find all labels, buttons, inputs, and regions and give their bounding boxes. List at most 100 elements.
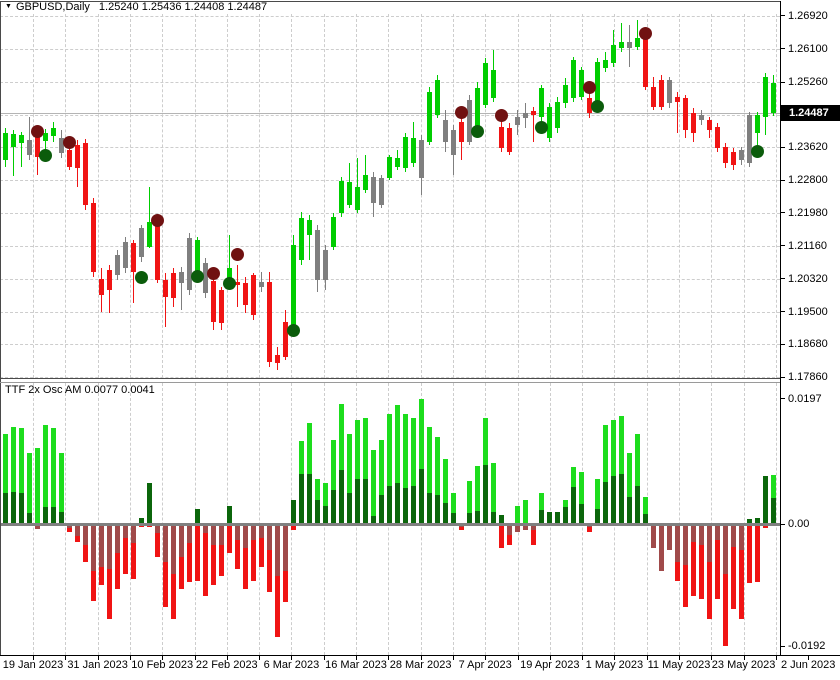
osc-signal-bar xyxy=(363,479,368,525)
candle-wick xyxy=(365,155,366,193)
gridline-horizontal xyxy=(0,147,780,149)
osc-signal-bar xyxy=(291,500,296,525)
osc-axis-label: 0.0197 xyxy=(788,392,822,405)
bid-price-line xyxy=(0,113,780,114)
gridline-vertical xyxy=(582,14,584,378)
gridline-vertical xyxy=(388,14,390,378)
ohlc-values-label: 1.25240 1.25436 1.24408 1.24487 xyxy=(98,1,268,13)
time-axis-tick xyxy=(356,656,357,660)
osc-main-bar xyxy=(635,433,640,525)
gridline-vertical xyxy=(97,383,99,655)
osc-signal-bar xyxy=(91,524,96,572)
price-axis-label: 1.25260 xyxy=(788,76,828,89)
candle-body xyxy=(627,41,632,48)
osc-main-bar xyxy=(459,524,464,530)
osc-signal-bar xyxy=(771,497,776,525)
osc-main-bar xyxy=(107,524,112,619)
osc-signal-bar xyxy=(675,524,680,563)
candle-body xyxy=(67,149,72,167)
candle-body xyxy=(339,180,344,213)
time-axis-tick xyxy=(452,656,454,660)
gridline-horizontal xyxy=(0,180,780,182)
candle-body xyxy=(11,133,16,147)
candle-body xyxy=(19,135,24,143)
candle-body xyxy=(267,282,272,362)
candle-body xyxy=(139,227,144,257)
gridline-vertical xyxy=(679,383,680,655)
time-axis-label: 1 May 2023 xyxy=(585,659,644,671)
osc-signal-bar xyxy=(187,524,192,543)
time-axis-label: 31 Jan 2023 xyxy=(67,659,128,671)
price-axis-tick xyxy=(781,278,785,280)
osc-main-bar xyxy=(51,428,56,525)
osc-main-bar xyxy=(27,452,32,525)
time-axis-label: 2 Jun 2023 xyxy=(780,659,836,671)
osc-main-bar xyxy=(363,417,368,525)
price-axis-tick xyxy=(781,146,785,148)
osc-signal-bar xyxy=(571,487,576,525)
candle-wick xyxy=(149,187,150,248)
osc-main-bar xyxy=(611,419,616,525)
price-axis-tick xyxy=(781,15,785,17)
osc-main-bar xyxy=(763,524,768,529)
osc-main-bar xyxy=(179,524,184,589)
osc-signal-bar xyxy=(163,524,168,563)
osc-axis-label: -0.0192 xyxy=(788,640,826,653)
osc-main-bar xyxy=(467,480,472,525)
candle-body xyxy=(555,102,560,128)
osc-main-bar xyxy=(123,524,128,575)
panel-separator xyxy=(0,378,781,379)
osc-main-bar xyxy=(451,493,456,525)
gridline-vertical xyxy=(711,383,713,655)
candle-body xyxy=(299,217,304,260)
osc-signal-bar xyxy=(595,508,600,525)
candle-body xyxy=(539,87,544,117)
candle-body xyxy=(523,112,528,118)
osc-signal-bar xyxy=(51,507,56,525)
osc-main-bar xyxy=(419,398,424,525)
osc-main-bar xyxy=(443,459,448,525)
candle-body xyxy=(595,61,600,103)
time-axis-label: 28 Mar 2023 xyxy=(389,659,452,671)
osc-axis-tick xyxy=(781,398,785,400)
osc-signal-bar xyxy=(755,518,760,525)
osc-signal-bar xyxy=(539,510,544,525)
candle-body xyxy=(435,79,440,115)
osc-signal-bar xyxy=(691,524,696,542)
gridline-horizontal xyxy=(0,245,780,247)
osc-signal-bar xyxy=(331,489,336,525)
osc-signal-bar xyxy=(35,524,40,530)
osc-main-bar xyxy=(523,500,528,525)
gridline-vertical xyxy=(646,14,648,378)
candle-body xyxy=(635,37,640,47)
candle-body xyxy=(411,138,416,163)
time-axis-label: 11 May 2023 xyxy=(647,659,711,671)
indicator-name-and-values: TTF 2x Osc AM 0.0077 0.0041 xyxy=(5,384,155,396)
time-axis-tick xyxy=(388,656,390,660)
candle-body xyxy=(355,187,360,210)
osc-signal-bar xyxy=(627,497,632,525)
price-chart-panel[interactable] xyxy=(0,0,781,378)
time-axis-label: 6 Mar 2023 xyxy=(263,659,320,671)
time-axis-label: 23 May 2023 xyxy=(711,659,776,671)
candle-body xyxy=(755,114,760,133)
osc-main-bar xyxy=(643,496,648,525)
osc-main-bar xyxy=(691,524,696,596)
gridline-vertical xyxy=(452,14,454,378)
symbol-dropdown-icon[interactable]: ▼ xyxy=(5,3,12,10)
osc-signal-bar xyxy=(427,493,432,525)
osc-main-bar xyxy=(139,524,144,528)
candle-body xyxy=(83,142,88,205)
osc-main-bar xyxy=(251,524,256,582)
candle-body xyxy=(27,139,32,155)
candle-wick xyxy=(309,214,310,260)
time-axis-label: 22 Feb 2023 xyxy=(195,659,258,671)
time-axis-tick xyxy=(485,656,487,660)
gridline-vertical xyxy=(33,383,34,655)
osc-main-bar xyxy=(435,437,440,525)
osc-main-bar xyxy=(403,414,408,525)
sell-signal-dot xyxy=(231,248,244,262)
price-axis[interactable] xyxy=(781,0,840,655)
sell-signal-dot xyxy=(151,213,164,227)
osc-signal-bar xyxy=(515,524,520,532)
